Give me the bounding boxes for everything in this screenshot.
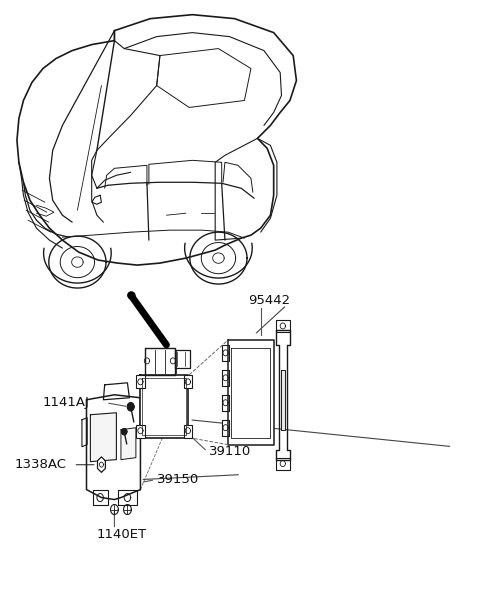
Polygon shape [222, 345, 229, 361]
Polygon shape [141, 375, 188, 438]
Text: 1338AC: 1338AC [15, 458, 67, 471]
Polygon shape [90, 412, 116, 462]
Polygon shape [121, 429, 127, 435]
Polygon shape [222, 420, 229, 436]
FancyBboxPatch shape [184, 375, 192, 388]
Polygon shape [92, 195, 101, 204]
Polygon shape [93, 490, 108, 505]
Polygon shape [276, 320, 290, 332]
Polygon shape [127, 403, 134, 411]
Polygon shape [121, 428, 136, 459]
Text: 1141AJ: 1141AJ [43, 396, 90, 409]
Polygon shape [97, 457, 106, 472]
Text: 39150: 39150 [156, 473, 199, 486]
Polygon shape [145, 348, 175, 375]
Polygon shape [118, 490, 137, 505]
Polygon shape [281, 370, 285, 430]
Polygon shape [17, 14, 297, 265]
Polygon shape [175, 350, 191, 368]
Polygon shape [103, 383, 130, 400]
Polygon shape [222, 395, 229, 411]
Polygon shape [222, 370, 229, 386]
Polygon shape [276, 458, 290, 470]
FancyBboxPatch shape [184, 425, 192, 438]
Text: 95442: 95442 [248, 294, 290, 306]
Text: 39110: 39110 [209, 445, 251, 458]
Polygon shape [82, 418, 87, 447]
FancyBboxPatch shape [136, 425, 145, 438]
FancyBboxPatch shape [136, 375, 145, 388]
Polygon shape [228, 340, 274, 444]
Text: 1140ET: 1140ET [97, 528, 147, 541]
